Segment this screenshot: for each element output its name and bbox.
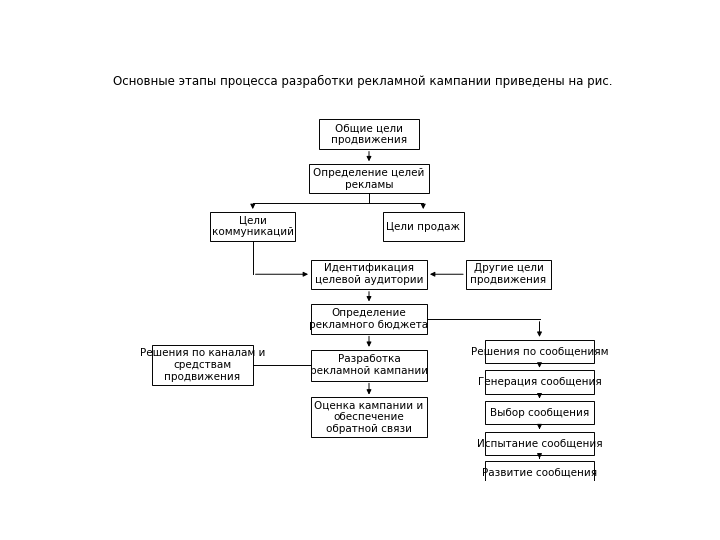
Text: Решения по сообщениям: Решения по сообщениям [471, 346, 608, 356]
Text: Генерация сообщения: Генерация сообщения [477, 377, 601, 387]
FancyBboxPatch shape [309, 164, 429, 193]
Text: Решения по каналам и
средствам
продвижения: Решения по каналам и средствам продвижен… [140, 348, 265, 382]
Text: Цели продаж: Цели продаж [386, 221, 460, 232]
FancyBboxPatch shape [485, 461, 594, 484]
FancyBboxPatch shape [485, 370, 594, 394]
Text: Разработка
рекламной кампании: Разработка рекламной кампании [310, 354, 428, 376]
Text: Оценка кампании и
обеспечение
обратной связи: Оценка кампании и обеспечение обратной с… [315, 401, 423, 434]
FancyBboxPatch shape [311, 260, 427, 289]
FancyBboxPatch shape [466, 260, 551, 289]
FancyBboxPatch shape [485, 432, 594, 455]
FancyBboxPatch shape [485, 401, 594, 424]
Text: Испытание сообщения: Испытание сообщения [477, 438, 603, 449]
Text: Выбор сообщения: Выбор сообщения [490, 408, 589, 418]
FancyBboxPatch shape [382, 212, 464, 241]
Text: Идентификация
целевой аудитории: Идентификация целевой аудитории [315, 264, 423, 285]
Text: Определение целей
рекламы: Определение целей рекламы [313, 168, 425, 190]
Text: Развитие сообщения: Развитие сообщения [482, 468, 597, 478]
Text: Другие цели
продвижения: Другие цели продвижения [470, 264, 546, 285]
Text: Общие цели
продвижения: Общие цели продвижения [331, 123, 407, 145]
FancyBboxPatch shape [210, 212, 295, 241]
FancyBboxPatch shape [311, 350, 427, 381]
Text: Основные этапы процесса разработки рекламной кампании приведены на рис.: Основные этапы процесса разработки рекла… [113, 75, 613, 88]
FancyBboxPatch shape [485, 340, 594, 363]
FancyBboxPatch shape [311, 397, 427, 437]
FancyBboxPatch shape [152, 345, 253, 385]
FancyBboxPatch shape [311, 304, 427, 334]
Text: Цели
коммуникаций: Цели коммуникаций [212, 215, 294, 237]
Text: Определение
рекламного бюджета: Определение рекламного бюджета [310, 308, 428, 330]
FancyBboxPatch shape [319, 119, 419, 148]
